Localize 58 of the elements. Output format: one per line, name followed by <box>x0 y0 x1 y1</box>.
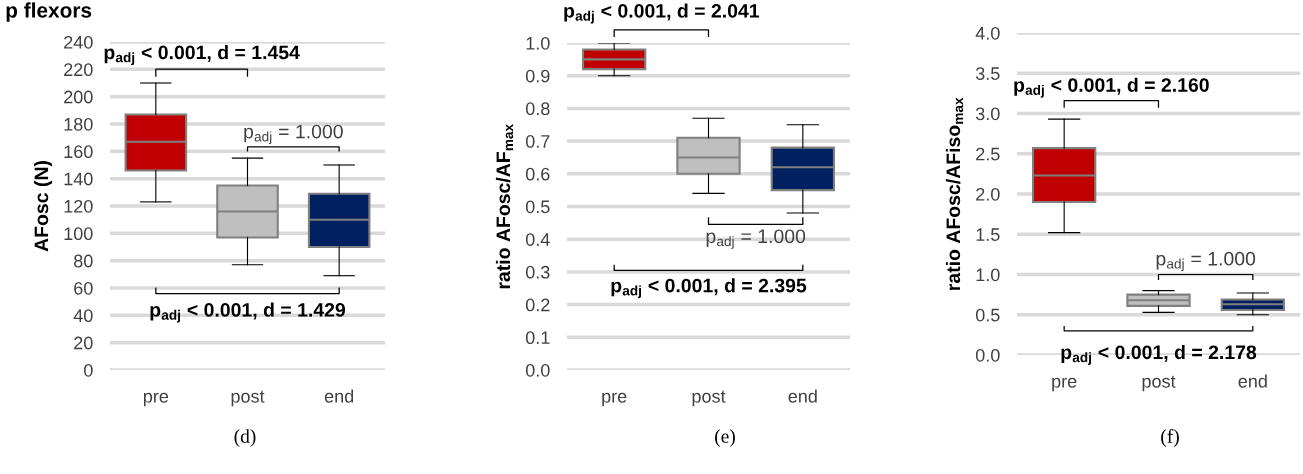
y-tick-label: 4.0 <box>975 26 1000 40</box>
annotation: p$_{adj}$ < 0.001, d = 1.454 <box>104 45 300 66</box>
y-tick-label: 0.3 <box>525 265 550 279</box>
y-tick-label: 0.0 <box>525 363 550 377</box>
y-tick-label: 20 <box>74 336 93 350</box>
y-tick-label: 80 <box>74 254 93 268</box>
y-tick-label: 0.7 <box>525 135 550 148</box>
annotation: p$_{adj}$ < 0.001, d = 2.178 <box>1061 344 1257 365</box>
y-tick-label: 0.0 <box>975 348 1000 362</box>
y-axis-title: ratio AFosc/AFiso$_{max}$ <box>945 97 964 290</box>
y-tick-label: 0.5 <box>975 308 1000 322</box>
y-tick-label: 1.0 <box>526 36 550 50</box>
y-tick-label: 1.0 <box>976 268 1000 282</box>
y-tick-label: 0.2 <box>525 298 550 312</box>
y-tick-label: 0.6 <box>525 167 550 181</box>
text: (f) <box>1161 429 1179 447</box>
y-tick-label: 240 <box>64 35 93 49</box>
y-tick-label: 3.5 <box>975 67 1000 80</box>
y-tick-label: 2.5 <box>976 147 1000 161</box>
y-axis-title: AFosc (N) <box>33 161 53 252</box>
annotation: p$_{adj}$ = 1.000 <box>244 124 343 145</box>
annotation: p$_{adj}$ = 1.000 <box>1156 251 1256 272</box>
y-tick-label: 0.9 <box>525 69 550 83</box>
x-tick-label: post <box>231 390 265 407</box>
annotation: p$_{adj}$ = 1.000 <box>706 229 806 249</box>
y-tick-label: 140 <box>64 172 93 186</box>
text: (e) <box>715 429 735 447</box>
x-tick-label: pre <box>1052 377 1077 392</box>
y-tick-label: 200 <box>64 90 93 104</box>
y-tick-label: 0.4 <box>525 233 550 246</box>
annotation: p$_{adj}$ < 0.001, d = 2.395 <box>611 278 807 299</box>
y-tick-label: 180 <box>64 117 93 131</box>
text: (d) <box>234 429 256 447</box>
x-tick-label: post <box>692 390 726 407</box>
annotation: p$_{adj}$ < 0.001, d = 2.160 <box>1014 77 1209 98</box>
y-tick-label: 160 <box>64 145 93 159</box>
y-tick-label: 1.5 <box>976 228 1000 241</box>
y-axis-title: ratio AFosc/AF$_{max}$ <box>495 124 514 289</box>
y-tick-label: 3.0 <box>975 107 1000 121</box>
x-tick-label: end <box>788 389 817 403</box>
x-tick-label: pre <box>602 392 627 407</box>
y-tick-label: 0.5 <box>525 200 550 214</box>
annotation: p$_{adj}$ < 0.001, d = 1.429 <box>150 302 346 323</box>
y-tick-label: 120 <box>64 199 93 213</box>
y-tick-label: 100 <box>64 227 93 241</box>
x-tick-label: pre <box>143 392 169 407</box>
y-tick-label: 40 <box>73 309 93 323</box>
x-tick-label: end <box>1238 374 1267 388</box>
x-tick-label: end <box>324 389 354 403</box>
y-tick-label: 0.1 <box>525 331 550 345</box>
y-tick-label: 220 <box>64 63 93 77</box>
y-tick-label: 2.0 <box>976 187 1000 201</box>
x-tick-label: post <box>1142 375 1176 392</box>
chart-title: p flexors <box>6 2 92 22</box>
y-tick-label: 0.8 <box>525 102 550 116</box>
text: p$_{adj}$ < 0.001, d = 2.041 <box>564 3 760 24</box>
y-tick-label: 60 <box>74 281 93 295</box>
y-tick-label: 0 <box>84 363 93 377</box>
